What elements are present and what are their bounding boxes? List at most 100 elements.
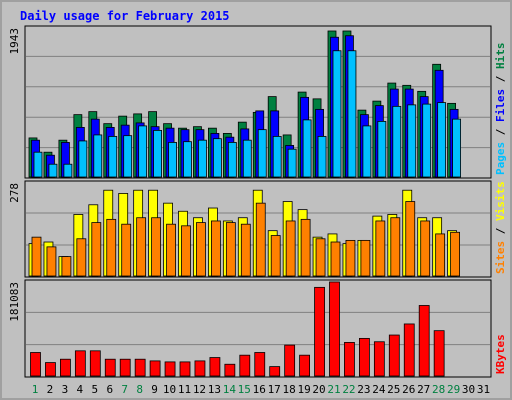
bar-pages-day-19 — [302, 119, 312, 178]
bar-pages-day-21 — [332, 50, 342, 178]
day-label-2: 2 — [47, 383, 54, 396]
bar-pages-day-24 — [377, 120, 387, 178]
day-label-4: 4 — [77, 383, 84, 396]
bar-sites-day-3 — [61, 256, 72, 277]
bar-sites-day-19 — [300, 218, 311, 277]
bar-kbytes-day-21 — [329, 281, 340, 377]
bar-kbytes-day-15 — [239, 354, 251, 377]
day-label-11: 11 — [178, 383, 191, 396]
day-label-28: 28 — [432, 383, 445, 396]
bar-pages-day-15 — [242, 139, 252, 178]
bar-kbytes-day-16 — [254, 352, 266, 377]
bar-kbytes-day-8 — [134, 358, 146, 377]
bar-sites-day-18 — [285, 220, 296, 277]
bar-kbytes-day-5 — [89, 350, 101, 377]
bar-kbytes-day-17 — [269, 366, 281, 377]
day-label-6: 6 — [106, 383, 113, 396]
panel-3-max-label: 181083 — [8, 282, 21, 322]
bar-kbytes-day-28 — [433, 330, 445, 377]
day-label-20: 20 — [312, 383, 325, 396]
panel-2-max-label: 278 — [8, 183, 21, 203]
bar-sites-day-26 — [405, 201, 416, 277]
bar-pages-day-27 — [422, 103, 432, 178]
bar-kbytes-day-13 — [209, 357, 221, 377]
panel-1-max-label: 1943 — [8, 28, 21, 55]
bar-pages-day-29 — [452, 118, 462, 178]
day-label-7: 7 — [121, 383, 128, 396]
bar-kbytes-day-12 — [194, 360, 206, 377]
bar-pages-day-11 — [183, 141, 192, 178]
bar-kbytes-day-25 — [388, 334, 400, 377]
day-label-21: 21 — [327, 383, 340, 396]
series-label-/: / — [494, 69, 507, 89]
bar-kbytes-day-18 — [284, 344, 296, 377]
day-label-26: 26 — [402, 383, 415, 396]
chart-title: Daily usage for February 2015 — [20, 9, 230, 23]
day-label-30: 30 — [462, 383, 475, 396]
bar-kbytes-day-24 — [373, 341, 385, 377]
bar-pages-day-8 — [138, 125, 148, 178]
bar-kbytes-day-1 — [30, 352, 41, 377]
series-label-/: / — [494, 221, 507, 241]
bar-sites-day-9 — [151, 217, 162, 277]
bar-pages-day-18 — [287, 148, 297, 178]
bar-sites-day-25 — [390, 217, 401, 277]
bar-pages-day-22 — [347, 50, 357, 178]
bar-pages-day-6 — [108, 136, 118, 178]
bar-kbytes-day-10 — [164, 361, 176, 377]
bar-pages-day-5 — [93, 134, 103, 178]
day-label-13: 13 — [208, 383, 221, 396]
bar-kbytes-day-14 — [224, 363, 236, 377]
day-label-16: 16 — [253, 383, 266, 396]
bar-pages-day-13 — [212, 138, 222, 178]
panel-1-series-labels: Pages / Files / Hits — [494, 43, 507, 176]
bar-sites-day-1 — [31, 236, 42, 277]
bar-kbytes-day-22 — [344, 342, 355, 377]
bar-sites-day-27 — [420, 220, 431, 277]
day-label-12: 12 — [193, 383, 206, 396]
series-label-hits: Hits — [494, 43, 507, 70]
bar-sites-day-12 — [196, 222, 206, 277]
bar-sites-day-11 — [181, 225, 191, 277]
day-label-25: 25 — [387, 383, 400, 396]
bar-sites-day-5 — [91, 222, 102, 277]
series-label-sites: Sites — [494, 241, 507, 274]
day-label-15: 15 — [238, 383, 251, 396]
bar-sites-day-2 — [46, 246, 57, 277]
day-label-27: 27 — [417, 383, 430, 396]
bar-kbytes-day-20 — [314, 286, 325, 377]
day-label-24: 24 — [372, 383, 386, 396]
day-label-5: 5 — [91, 383, 98, 396]
bar-pages-day-14 — [227, 142, 237, 178]
panel-2-series-labels: Sites / Visits — [494, 181, 507, 274]
bar-sites-day-28 — [435, 233, 446, 277]
bar-pages-day-7 — [123, 135, 133, 178]
bar-pages-day-16 — [257, 129, 267, 178]
day-label-19: 19 — [297, 383, 310, 396]
panel-3-series-labels: KBytes — [494, 334, 507, 374]
bar-pages-day-28 — [437, 102, 447, 178]
bar-kbytes-day-19 — [299, 354, 311, 377]
bar-pages-day-4 — [78, 140, 88, 178]
day-label-1: 1 — [32, 383, 39, 396]
bar-sites-day-22 — [345, 239, 356, 277]
day-label-3: 3 — [62, 383, 69, 396]
series-label-files: Files — [494, 89, 507, 122]
day-label-18: 18 — [283, 383, 296, 396]
bar-pages-day-26 — [407, 104, 417, 178]
day-label-29: 29 — [447, 383, 460, 396]
bar-pages-day-23 — [362, 125, 372, 178]
day-label-22: 22 — [342, 383, 355, 396]
bar-sites-day-23 — [360, 239, 371, 277]
bar-kbytes-day-6 — [104, 358, 116, 377]
day-label-10: 10 — [163, 383, 176, 396]
bar-sites-day-16 — [255, 202, 266, 277]
series-label-visits: Visits — [494, 181, 507, 221]
bar-sites-day-17 — [270, 235, 281, 277]
bar-pages-day-25 — [392, 105, 402, 178]
bar-sites-day-14 — [225, 222, 236, 277]
bar-sites-day-6 — [106, 218, 117, 277]
bar-pages-day-1 — [33, 151, 43, 178]
bar-sites-day-29 — [450, 231, 461, 277]
